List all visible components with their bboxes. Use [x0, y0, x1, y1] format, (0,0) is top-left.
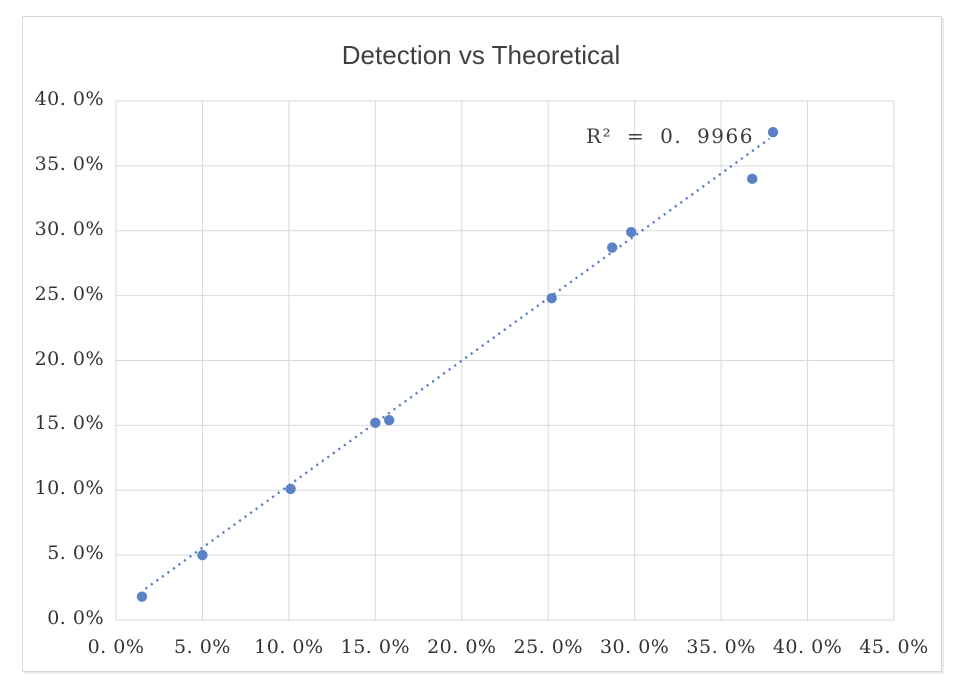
chart-title: Detection vs Theoretical: [341, 40, 621, 70]
x-axis-tick-label: 15. 0%: [340, 636, 411, 658]
y-axis-tick-label: 35. 0%: [34, 152, 104, 175]
y-axis-tick-label: 10. 0%: [34, 477, 104, 500]
x-axis-tick-label: 30. 0%: [599, 636, 670, 658]
chart-frame: [22, 16, 942, 672]
x-axis-tick-label: 45. 0%: [859, 636, 929, 658]
x-axis-tick-label: 10. 0%: [254, 636, 324, 658]
x-axis-tick-label: 0. 0%: [87, 636, 145, 658]
y-axis-tick-label: 0. 0%: [47, 607, 104, 629]
y-axis-tick-label: 20. 0%: [34, 347, 104, 370]
x-axis-tick-label: 5. 0%: [174, 636, 231, 658]
r-squared-annotation: R² = 0. 9966: [586, 124, 754, 148]
x-axis-tick-label: 35. 0%: [686, 636, 756, 658]
y-axis-tick-label: 25. 0%: [34, 282, 104, 305]
y-axis-tick-label: 15. 0%: [34, 412, 104, 435]
x-axis-tick-label: 40. 0%: [772, 636, 843, 658]
y-axis-tick-label: 5. 0%: [47, 542, 104, 565]
x-axis-tick-label: 20. 0%: [427, 636, 497, 658]
x-axis-tick-label: 25. 0%: [513, 636, 583, 658]
y-axis-tick-label: 30. 0%: [34, 217, 104, 240]
y-axis-tick-label: 40. 0%: [34, 88, 104, 110]
